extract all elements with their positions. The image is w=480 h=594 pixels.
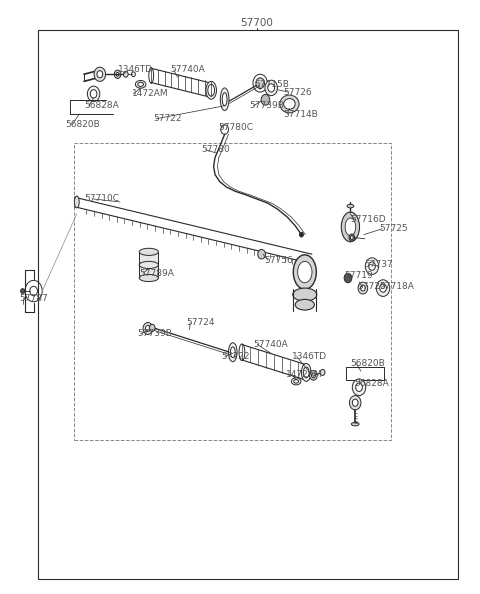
Bar <box>38 30 458 579</box>
Circle shape <box>376 280 390 296</box>
Ellipse shape <box>303 367 309 378</box>
Circle shape <box>265 80 277 96</box>
Text: 57714B: 57714B <box>283 109 318 119</box>
Circle shape <box>349 396 361 410</box>
Circle shape <box>320 369 325 375</box>
Circle shape <box>97 71 103 78</box>
Text: 57700: 57700 <box>240 18 273 27</box>
Text: 57716D: 57716D <box>350 215 386 225</box>
Ellipse shape <box>351 422 359 426</box>
Circle shape <box>312 373 315 378</box>
Ellipse shape <box>208 84 215 96</box>
Circle shape <box>149 324 155 331</box>
Text: 1346TD: 1346TD <box>292 352 327 361</box>
Circle shape <box>145 326 150 331</box>
Text: 57739B: 57739B <box>137 329 172 339</box>
Circle shape <box>300 232 303 237</box>
Text: 57780: 57780 <box>202 145 230 154</box>
Circle shape <box>268 84 275 92</box>
Circle shape <box>352 399 358 406</box>
Circle shape <box>123 71 128 77</box>
Circle shape <box>94 67 106 81</box>
Ellipse shape <box>230 347 235 358</box>
Circle shape <box>358 282 368 294</box>
Circle shape <box>360 285 365 291</box>
Text: 1472AM: 1472AM <box>286 369 322 379</box>
Text: 56828A: 56828A <box>84 101 119 110</box>
Circle shape <box>350 236 353 239</box>
Text: 56820B: 56820B <box>65 120 99 129</box>
Circle shape <box>365 258 379 274</box>
Text: 57710C: 57710C <box>84 194 119 204</box>
Text: 57740A: 57740A <box>170 65 205 74</box>
Ellipse shape <box>295 299 314 310</box>
Text: 57722: 57722 <box>222 352 250 361</box>
Ellipse shape <box>74 196 79 208</box>
Circle shape <box>349 234 355 241</box>
Ellipse shape <box>284 99 295 109</box>
Text: 56820B: 56820B <box>350 359 385 368</box>
Text: 57726: 57726 <box>283 87 312 97</box>
Text: 57722: 57722 <box>154 114 182 124</box>
Text: 57720: 57720 <box>358 282 386 292</box>
Ellipse shape <box>139 274 158 282</box>
Text: 57756: 57756 <box>264 255 293 265</box>
Ellipse shape <box>228 343 237 362</box>
Text: 57718A: 57718A <box>379 282 414 292</box>
Circle shape <box>344 273 352 283</box>
Ellipse shape <box>341 212 360 242</box>
Text: 57737: 57737 <box>364 260 393 269</box>
Text: 57739B: 57739B <box>250 101 285 110</box>
Circle shape <box>87 86 100 102</box>
Circle shape <box>261 94 270 105</box>
Circle shape <box>352 379 366 396</box>
Text: 57787: 57787 <box>19 293 48 303</box>
Text: 57780C: 57780C <box>218 122 253 132</box>
Text: 57789A: 57789A <box>139 268 174 278</box>
Text: 57724: 57724 <box>186 318 215 327</box>
Ellipse shape <box>294 380 299 383</box>
Ellipse shape <box>222 93 227 106</box>
Text: 1346TD: 1346TD <box>118 65 153 74</box>
Ellipse shape <box>347 204 354 208</box>
Ellipse shape <box>291 378 301 385</box>
Ellipse shape <box>135 80 146 89</box>
Text: 56828A: 56828A <box>354 378 389 388</box>
Circle shape <box>356 383 362 391</box>
Bar <box>139 252 158 278</box>
Circle shape <box>369 262 375 270</box>
Circle shape <box>143 323 153 334</box>
Text: 57740A: 57740A <box>253 340 288 349</box>
Text: 57719: 57719 <box>345 270 373 280</box>
Circle shape <box>116 72 119 76</box>
Circle shape <box>90 90 97 98</box>
Text: 1472AM: 1472AM <box>132 89 168 99</box>
Circle shape <box>310 371 317 380</box>
Circle shape <box>21 289 24 293</box>
Ellipse shape <box>139 248 158 255</box>
Ellipse shape <box>293 255 316 289</box>
Ellipse shape <box>293 288 317 301</box>
Text: 57715B: 57715B <box>254 80 289 89</box>
Ellipse shape <box>298 261 312 283</box>
Ellipse shape <box>138 83 144 87</box>
Circle shape <box>256 78 264 89</box>
Text: 57725: 57725 <box>379 224 408 233</box>
Ellipse shape <box>220 88 229 110</box>
Ellipse shape <box>280 95 299 113</box>
Circle shape <box>258 249 265 259</box>
Circle shape <box>114 70 121 78</box>
Bar <box>74 143 391 440</box>
Ellipse shape <box>206 81 216 99</box>
Ellipse shape <box>345 218 356 236</box>
Circle shape <box>380 284 386 292</box>
Ellipse shape <box>301 364 311 381</box>
